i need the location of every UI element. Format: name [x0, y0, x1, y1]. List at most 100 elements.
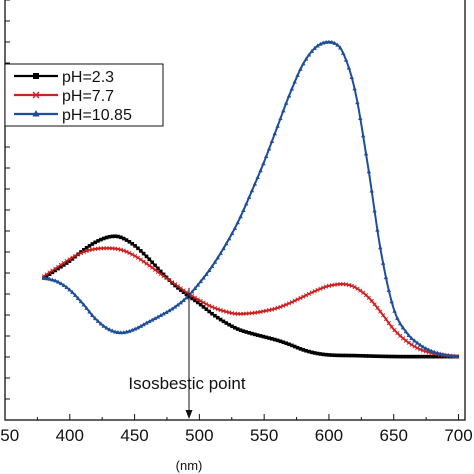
series-3-marker [266, 146, 272, 151]
series-3-marker [198, 279, 203, 284]
series-2-marker [306, 291, 312, 296]
series-2-marker [272, 306, 277, 311]
series-1-marker [401, 354, 405, 359]
series-1-marker [59, 264, 63, 269]
series-1-marker [364, 354, 368, 358]
series-2-marker [201, 300, 206, 305]
legend-marker-1 [33, 73, 39, 79]
series-1-marker [153, 263, 157, 268]
series-1-marker [81, 248, 86, 252]
series-3-marker [144, 320, 149, 325]
series-2-marker [144, 261, 149, 266]
series-2-marker [135, 255, 141, 260]
series-1-marker [349, 353, 354, 358]
series-2-marker [130, 252, 135, 257]
series-3-marker [181, 298, 186, 303]
series-3-marker [167, 308, 172, 313]
series-1-marker [181, 290, 186, 295]
series-1-marker [196, 300, 200, 305]
isosbestic-arrow-head [185, 410, 193, 419]
series-1-marker [133, 244, 137, 248]
series-3-marker [169, 306, 175, 311]
series-3-marker [437, 351, 443, 356]
series-1-marker [136, 246, 140, 251]
series-3-marker [366, 169, 372, 174]
series-3-marker [315, 43, 320, 48]
series-3-marker [409, 335, 414, 340]
series-1-marker [310, 350, 314, 355]
series-1-marker [384, 354, 388, 359]
series-2-marker [406, 340, 411, 345]
series-3-marker [115, 330, 121, 335]
series-3-marker [306, 52, 312, 57]
series-1-marker [344, 353, 348, 358]
isosbestic-label: Isosbestic point [128, 374, 245, 393]
series-1-marker [389, 354, 394, 359]
series-3-marker [118, 330, 124, 335]
series-2-marker [178, 286, 183, 291]
series-1-marker [184, 292, 189, 297]
series-1-marker [255, 333, 260, 337]
series-1-marker [355, 353, 360, 358]
series-1-marker [176, 286, 180, 290]
series-3-marker [298, 66, 303, 71]
series-1-marker [204, 307, 209, 312]
series-1-marker [298, 347, 303, 351]
series-2-marker [301, 294, 306, 299]
series-3-marker [215, 255, 220, 260]
series-3-marker [398, 321, 403, 326]
series-1-marker [426, 354, 431, 359]
series-3-marker [443, 352, 449, 357]
series-2-marker [47, 270, 52, 275]
series-2-marker [349, 283, 354, 288]
series-3-marker [389, 299, 394, 304]
series-2-marker [70, 255, 75, 260]
x-tick-label: 500 [185, 426, 213, 445]
series-1-marker [238, 328, 243, 332]
series-1-marker [79, 250, 83, 254]
series-2-marker [289, 300, 295, 305]
series-3-marker [329, 39, 334, 44]
series-1-marker [292, 344, 297, 349]
series-1-marker [158, 269, 163, 274]
series-3-marker [346, 65, 352, 70]
series-1-marker [62, 263, 66, 267]
series-3-marker [255, 175, 260, 180]
series-1-marker [44, 274, 49, 278]
series-3-marker [301, 61, 306, 66]
series-3-marker [50, 277, 55, 282]
series-1-marker [215, 315, 220, 320]
series-3-marker [286, 93, 292, 98]
series-2-marker [309, 290, 314, 295]
series-3-marker [360, 133, 366, 138]
plot-area [4, 0, 466, 421]
series-2-marker [204, 302, 209, 307]
series-3-marker [429, 348, 434, 353]
series-2-marker [170, 280, 175, 285]
series-3-marker [383, 275, 389, 280]
series-1-marker [441, 354, 445, 359]
series-3-marker [226, 236, 232, 241]
series-1-marker [178, 288, 183, 292]
series-3-marker [400, 325, 406, 330]
series-1-marker [210, 311, 214, 316]
series-1-marker [84, 246, 89, 250]
series-3-marker [92, 316, 98, 321]
series-3-marker [204, 271, 209, 276]
series-3-marker [135, 325, 141, 330]
series-3-marker [84, 305, 89, 310]
series-1-marker [101, 236, 106, 241]
series-1-marker [358, 353, 363, 358]
series-2-marker [175, 284, 180, 289]
series-1-marker [315, 351, 320, 356]
series-1-marker [233, 325, 237, 330]
series-3-marker [258, 168, 263, 173]
series-1-marker [312, 351, 317, 355]
x-tick-label: 650 [380, 426, 408, 445]
series-2-marker [315, 287, 320, 293]
series-3-marker [238, 214, 243, 219]
series-markers [41, 39, 460, 359]
series-1-marker [287, 342, 291, 347]
series-1-marker [324, 352, 328, 357]
series-2-marker [375, 305, 380, 311]
